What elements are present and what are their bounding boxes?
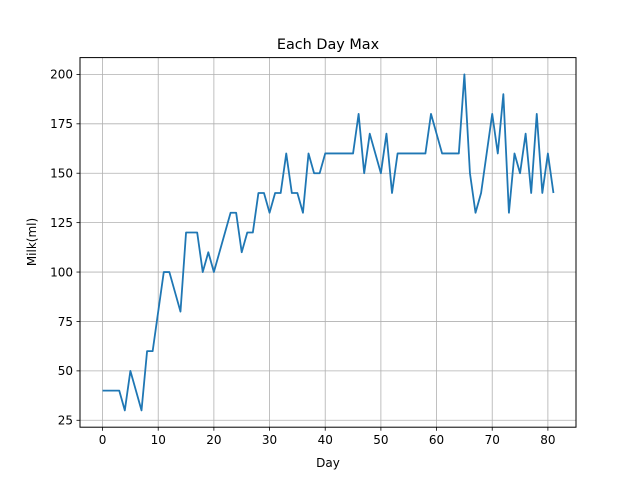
x-axis-label: Day <box>316 456 340 470</box>
data-line <box>102 73 555 412</box>
x-tick-label: 40 <box>318 433 333 447</box>
x-tick-label: 10 <box>151 433 166 447</box>
x-tick-label: 50 <box>373 433 388 447</box>
grid-lines <box>80 57 576 428</box>
x-tick-label: 30 <box>262 433 277 447</box>
x-tick-label: 0 <box>99 433 107 447</box>
x-tick-label: 80 <box>540 433 555 447</box>
y-tick-label: 200 <box>50 68 73 82</box>
y-tick-label: 25 <box>58 414 73 428</box>
x-axis-ticks: 0 10 20 30 40 50 60 70 80 <box>99 427 556 447</box>
y-tick-label: 100 <box>50 265 73 279</box>
x-tick-label: 70 <box>485 433 500 447</box>
x-tick-label: 20 <box>206 433 221 447</box>
y-tick-label: 175 <box>50 117 73 131</box>
plot-area-frame <box>79 57 577 428</box>
chart-title: Each Day Max <box>277 37 380 53</box>
y-tick-label: 125 <box>50 216 73 230</box>
x-tick-label: 60 <box>429 433 444 447</box>
y-axis-label: Milk(ml) <box>25 218 39 266</box>
data-series <box>102 73 555 412</box>
y-tick-label: 75 <box>58 315 73 329</box>
y-tick-label: 50 <box>58 364 73 378</box>
y-tick-label: 150 <box>50 167 73 181</box>
y-axis-ticks: 25 50 75 100 125 150 175 200 <box>50 68 80 428</box>
